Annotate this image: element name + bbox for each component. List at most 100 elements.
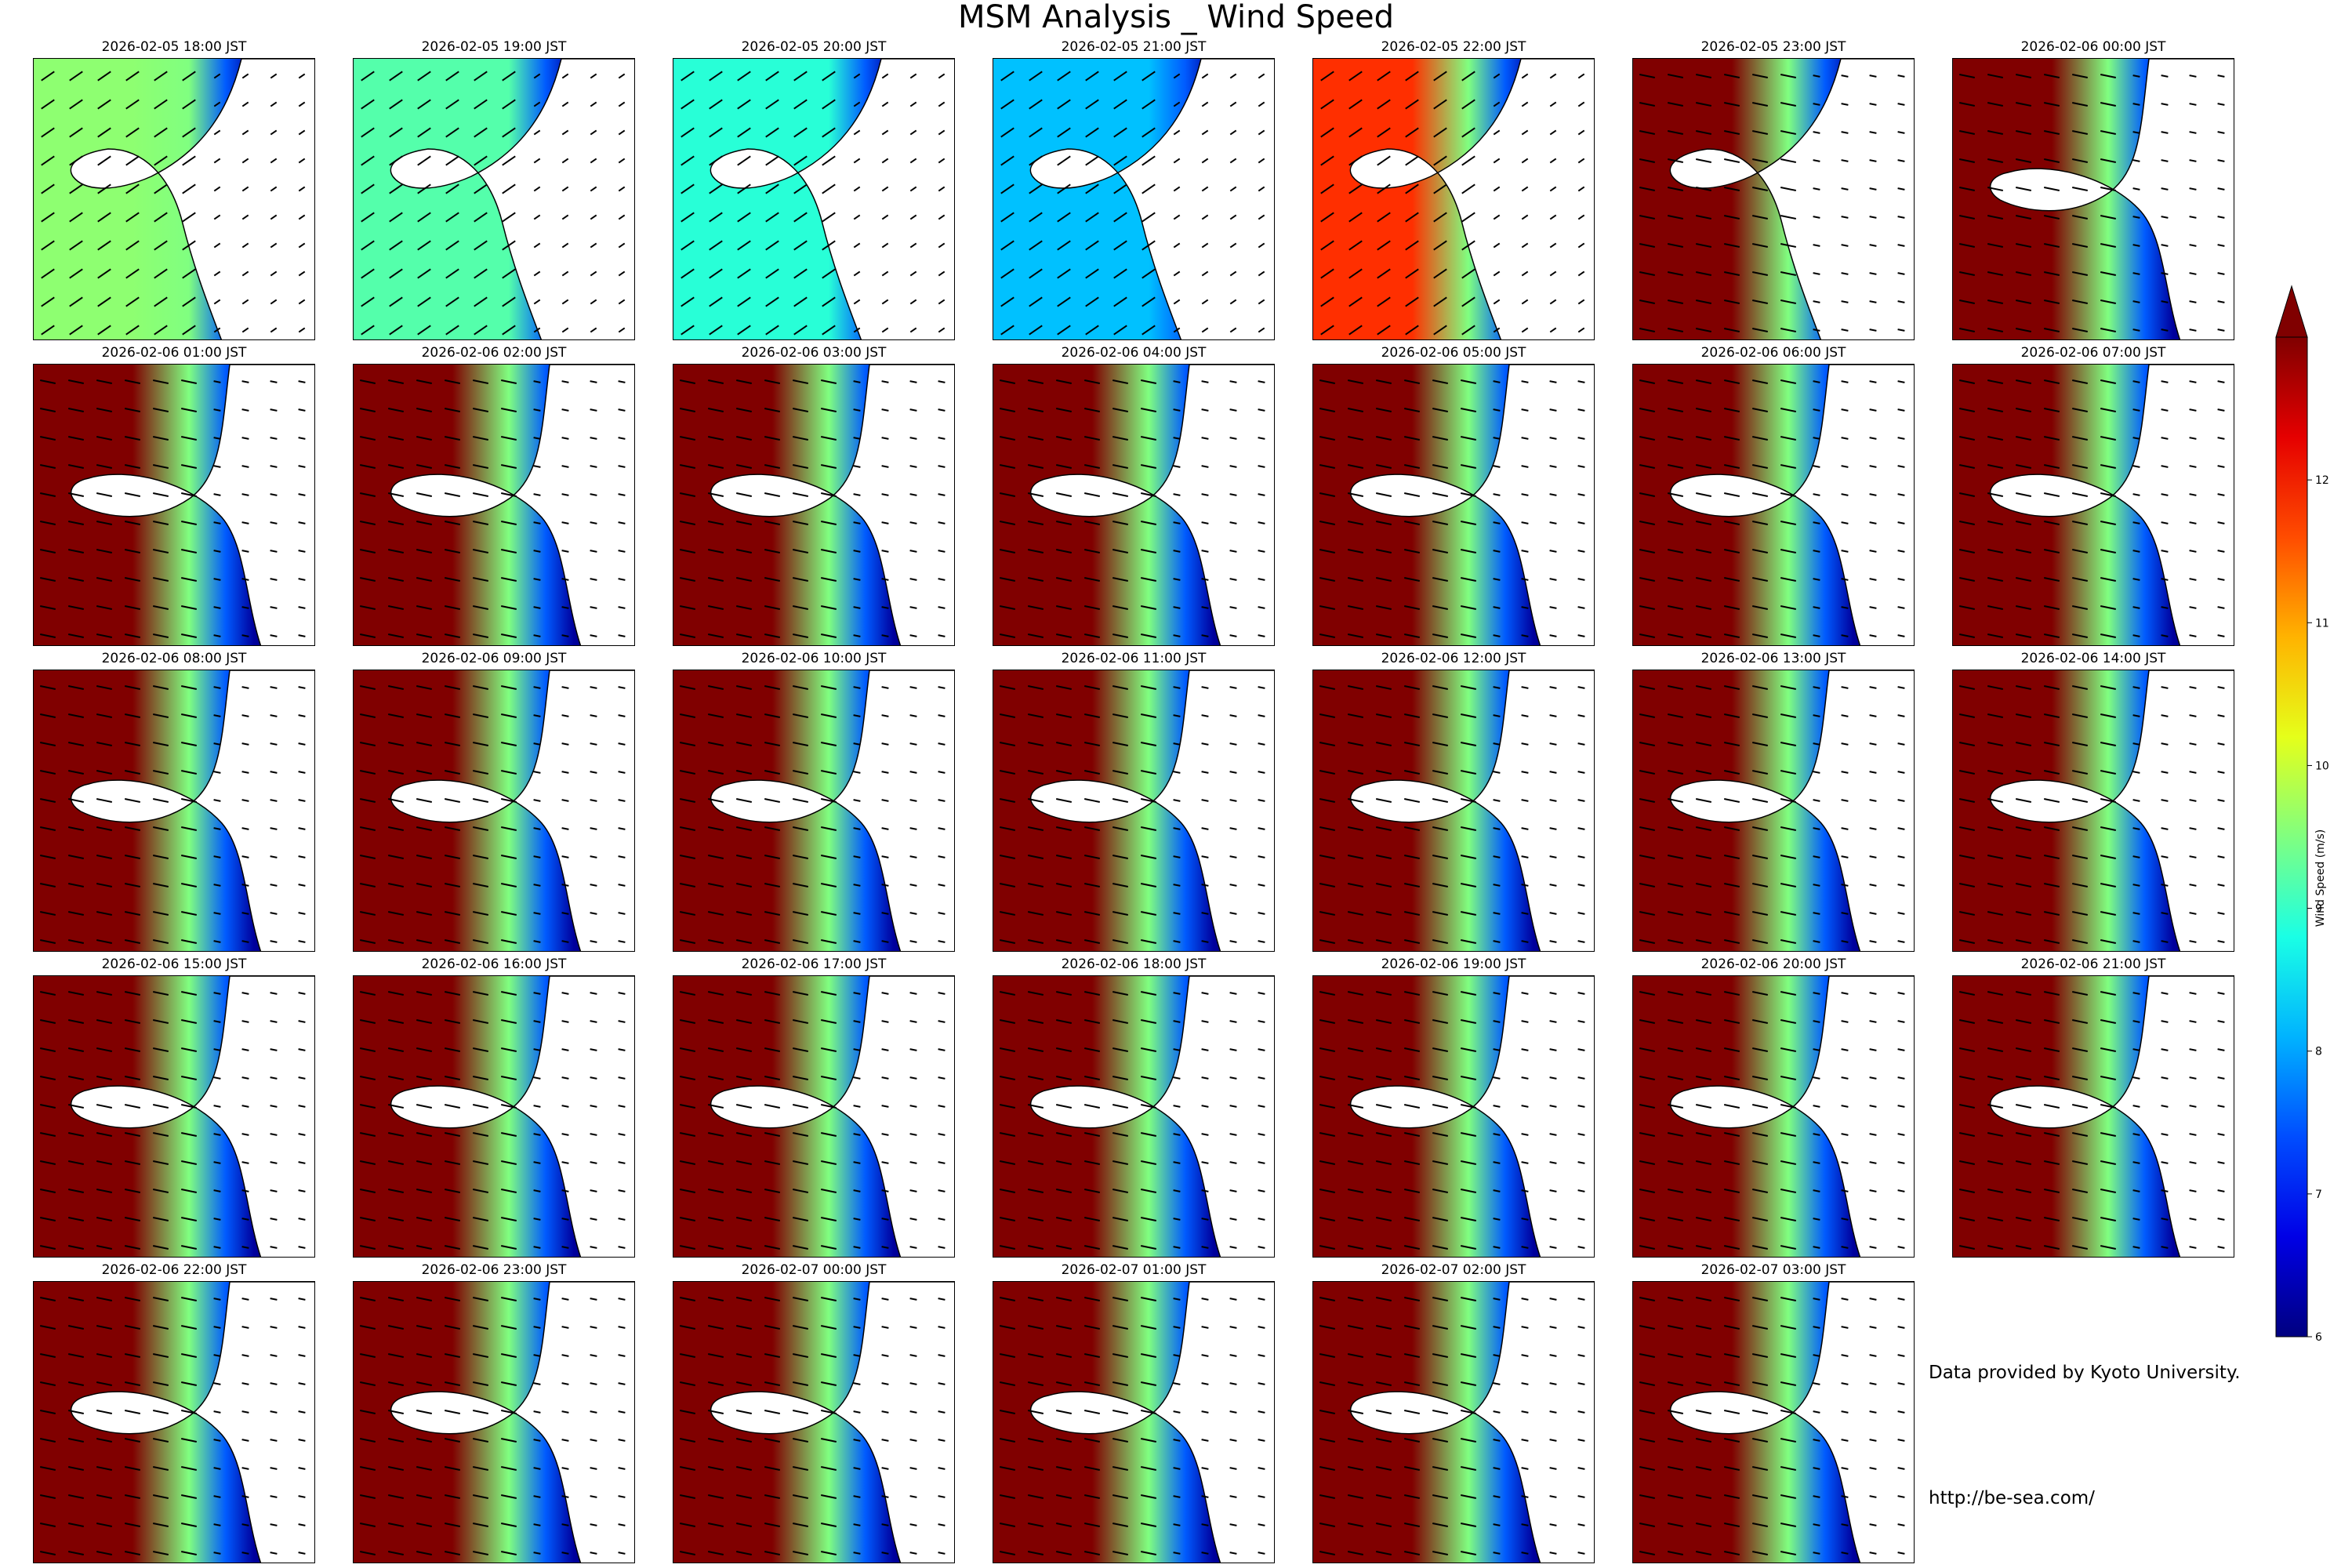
map-panel: 2026-02-06 14:00 JST [1952,651,2234,952]
coastline [1669,670,1914,951]
land-mask [1670,976,1914,1257]
panel-timestamp: 2026-02-05 19:00 JST [421,39,567,55]
wind-vectors [1000,685,1265,944]
land-mask [1030,976,1274,1257]
colorbar-tick-label: 6 [2315,1331,2322,1344]
wind-vectors [680,685,946,944]
panel-timestamp: 2026-02-05 22:00 JST [1381,39,1526,55]
panel-timestamp: 2026-02-06 14:00 JST [2020,651,2166,666]
panel-timestamp: 2026-02-06 12:00 JST [1381,651,1526,666]
map-panel: 2026-02-06 22:00 JST [33,1262,315,1563]
land-mask [1670,59,1914,339]
wind-vectors [1639,74,1905,332]
website-url-note: http://be-sea.com/ [1929,1488,2095,1508]
map-panel: 2026-02-06 18:00 JST [993,956,1275,1258]
land-mask [390,1282,634,1563]
map-panel: 2026-02-06 07:00 JST [1952,345,2234,646]
panel-timestamp: 2026-02-07 02:00 JST [1381,1262,1526,1278]
map-panel: 2026-02-06 23:00 JST [353,1262,635,1563]
panel-timestamp: 2026-02-06 00:00 JST [2020,39,2166,55]
map-panel: 2026-02-06 00:00 JST [1952,39,2234,340]
wind-map [1952,364,2234,646]
panel-timestamp: 2026-02-06 23:00 JST [421,1262,567,1278]
wind-vectors [360,991,626,1250]
panel-timestamp: 2026-02-06 21:00 JST [2020,956,2166,972]
panel-timestamp: 2026-02-05 18:00 JST [101,39,247,55]
coastline [1989,59,2234,339]
land-mask [71,59,314,339]
land-mask [1030,59,1274,339]
wind-map [1952,58,2234,340]
wind-vectors [40,991,306,1250]
panel-timestamp: 2026-02-06 07:00 JST [2020,345,2166,361]
colorbar-extend-arrow [2275,285,2308,338]
coastline [70,976,314,1257]
coastline [1989,670,2234,951]
wind-map [1312,670,1595,952]
colorbar-tick-label: 9 [2315,903,2322,916]
wind-vectors [40,379,306,638]
coastline [710,1282,954,1563]
wind-vectors [1639,685,1905,944]
wind-map [1632,975,1915,1258]
panel-timestamp: 2026-02-06 01:00 JST [101,345,247,361]
wind-map [993,58,1275,340]
coastline [70,670,314,951]
land-mask [1990,59,2234,339]
panel-timestamp: 2026-02-07 00:00 JST [741,1262,887,1278]
coastline [1349,670,1594,951]
wind-map [33,670,315,952]
map-panel: 2026-02-07 02:00 JST [1312,1262,1595,1563]
data-credit-note: Data provided by Kyoto University. [1929,1363,2241,1383]
panel-timestamp: 2026-02-05 20:00 JST [741,39,887,55]
wind-vectors [680,379,946,638]
coastline [390,365,634,645]
panel-timestamp: 2026-02-07 03:00 JST [1700,1262,1846,1278]
coastline [1669,59,1914,339]
wind-map [993,1281,1275,1563]
coastline [1349,365,1594,645]
wind-vectors [360,685,626,944]
colorbar-tick-label: 8 [2315,1046,2322,1058]
panel-timestamp: 2026-02-06 10:00 JST [741,651,887,666]
map-panel: 2026-02-05 22:00 JST [1312,39,1595,340]
land-mask [710,365,954,645]
wind-map [33,58,315,340]
coastline [70,365,314,645]
panel-timestamp: 2026-02-05 21:00 JST [1061,39,1207,55]
wind-map [1952,975,2234,1258]
wind-map [1952,670,2234,952]
map-panel: 2026-02-06 17:00 JST [673,956,955,1258]
colorbar-label: Wind Speed (m/s) [2314,829,2327,927]
land-mask [1990,670,2234,951]
panel-timestamp: 2026-02-06 08:00 JST [101,651,247,666]
coastline [390,670,634,951]
wind-map [673,1281,955,1563]
land-mask [71,1282,314,1563]
coastline [1989,365,2234,645]
coastline [1029,670,1274,951]
map-panel: 2026-02-06 01:00 JST [33,345,315,646]
land-mask [1030,1282,1274,1563]
wind-vectors [1319,685,1585,944]
panel-timestamp: 2026-02-06 18:00 JST [1061,956,1207,972]
wind-map [673,975,955,1258]
panel-timestamp: 2026-02-07 01:00 JST [1061,1262,1207,1278]
wind-vectors [1320,71,1585,336]
panel-timestamp: 2026-02-06 22:00 JST [101,1262,247,1278]
wind-vectors [681,71,946,336]
coastline [1029,976,1274,1257]
wind-map [1632,670,1915,952]
coastline [390,976,634,1257]
wind-map [673,58,955,340]
wind-map [1312,975,1595,1258]
wind-map [353,364,635,646]
map-panel: 2026-02-06 16:00 JST [353,956,635,1258]
coastline [710,365,954,645]
wind-map [993,364,1275,646]
panel-timestamp: 2026-02-06 19:00 JST [1381,956,1526,972]
coastline [1029,1282,1274,1563]
land-mask [1670,365,1914,645]
map-panel: 2026-02-05 21:00 JST [993,39,1275,340]
wind-vectors [680,991,946,1250]
